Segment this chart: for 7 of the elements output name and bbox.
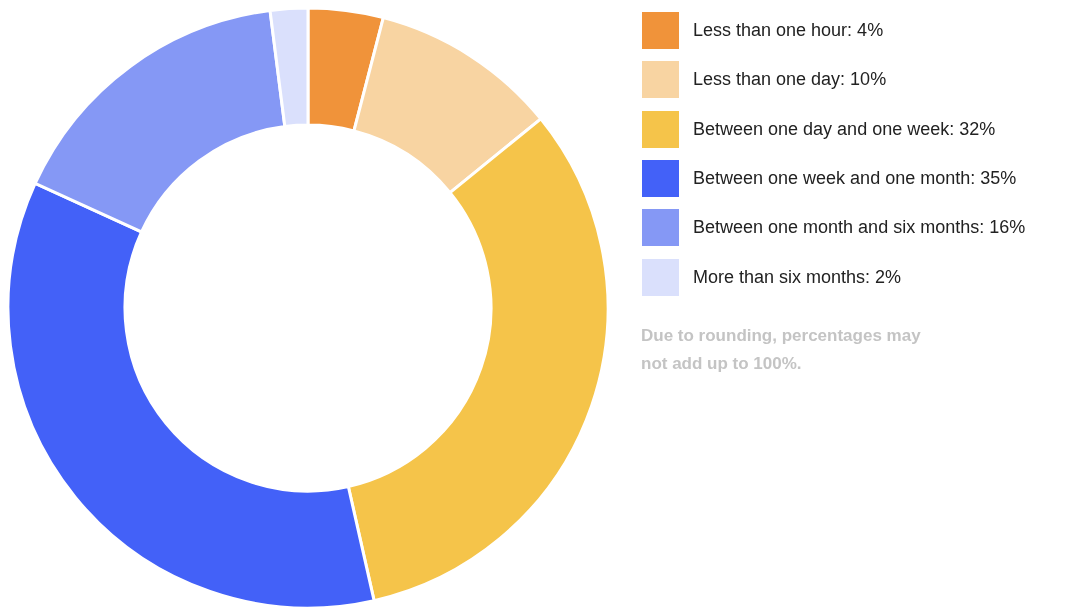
legend-label: More than six months: 2%	[693, 266, 902, 288]
text: Due to rounding, percentages may not add up to 100%.	[641, 325, 922, 375]
legend-label: Between one day and one week: 32%	[693, 118, 996, 140]
legend-label: Between one month and six months: 16%	[693, 217, 1026, 239]
legend-label: Less than one hour: 4%	[693, 20, 884, 42]
legend-label: Less than one day: 10%	[693, 69, 887, 91]
legend-label: Between one week and one month: 35%	[693, 168, 1017, 190]
